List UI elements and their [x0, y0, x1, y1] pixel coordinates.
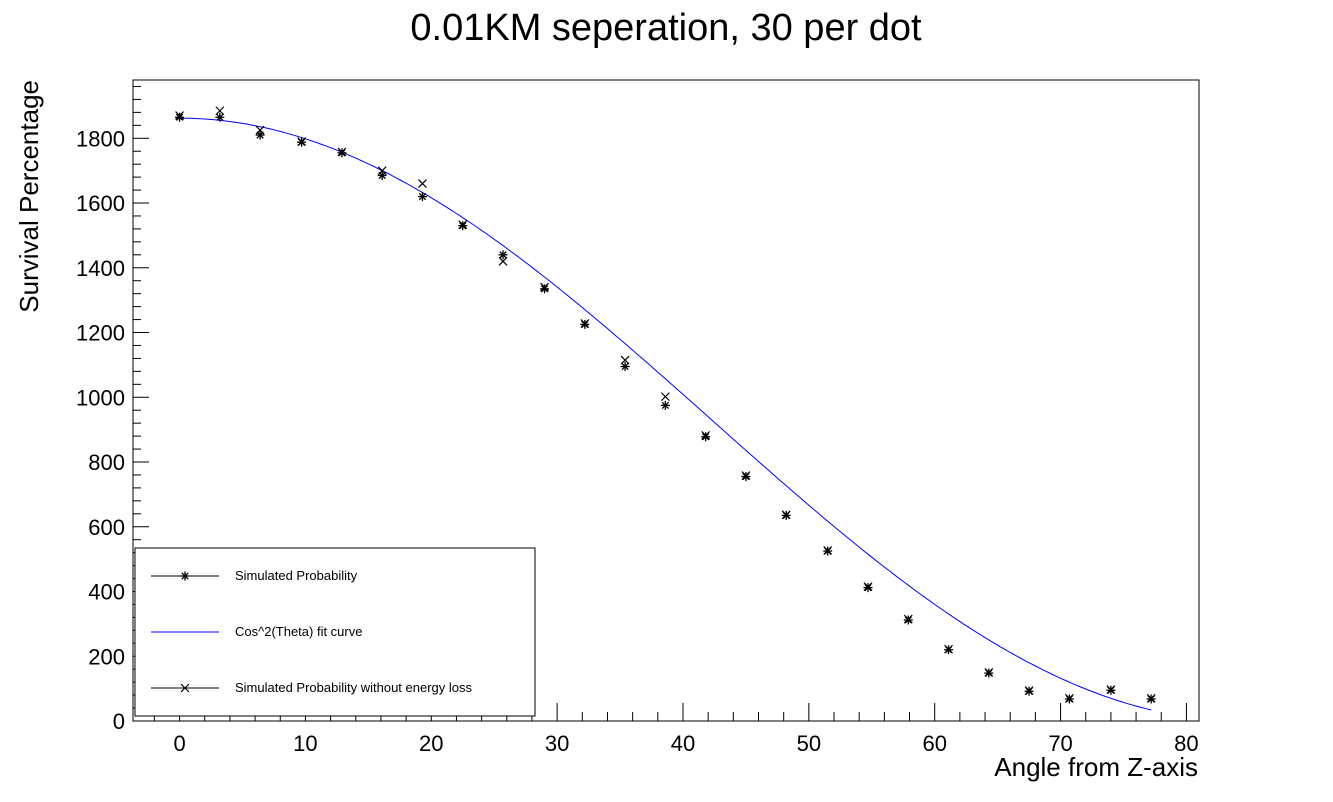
x-tick-label: 10 — [293, 731, 317, 756]
y-tick-label: 400 — [88, 580, 125, 605]
simulated-point — [1146, 694, 1156, 704]
x-tick-label: 60 — [922, 731, 946, 756]
no-energy-loss-point — [620, 355, 630, 365]
y-tick-label: 1400 — [76, 256, 125, 281]
simulated-point — [701, 432, 711, 442]
y-axis-label: Survival Percentage — [14, 80, 44, 313]
x-axis-label: Angle from Z-axis — [994, 752, 1198, 782]
simulated-point — [741, 472, 751, 482]
x-tick-label: 50 — [797, 731, 821, 756]
legend-label-no-energy-loss: Simulated Probability without energy los… — [235, 680, 473, 695]
legend-label-simulated: Simulated Probability — [235, 568, 358, 583]
simulated-point — [1064, 694, 1074, 704]
x-tick-label: 30 — [545, 731, 569, 756]
simulated-point — [417, 192, 427, 202]
simulated-point — [255, 130, 265, 140]
simulated-point — [580, 319, 590, 329]
y-tick-label: 1600 — [76, 191, 125, 216]
simulated-point — [823, 546, 833, 556]
y-tick-label: 0 — [113, 709, 125, 734]
simulated-point — [903, 615, 913, 625]
legend-star-marker — [180, 571, 190, 581]
simulated-point — [781, 510, 791, 520]
simulated-point — [540, 284, 550, 294]
plot-area: 0 10 20 30 40 50 60 70 8002004006008001000120014… — [76, 79, 1200, 756]
x-tick-label: 40 — [671, 731, 695, 756]
simulated-point — [377, 171, 387, 181]
simulated-point — [660, 400, 670, 410]
no-energy-loss-point — [215, 106, 225, 116]
simulated-point — [944, 645, 954, 655]
simulated-point — [458, 221, 468, 231]
plot-frame — [132, 79, 1200, 722]
legend-label-fit: Cos^2(Theta) fit curve — [235, 624, 362, 639]
chart-title: 0.01KM seperation, 30 per dot — [410, 7, 922, 49]
simulated-point — [215, 112, 225, 122]
x-tick-label: 0 — [173, 731, 185, 756]
simulated-point — [863, 583, 873, 593]
simulated-point — [297, 137, 307, 147]
y-tick-label: 1200 — [76, 321, 125, 346]
simulated-point — [498, 250, 508, 260]
no-energy-loss-point — [418, 179, 427, 189]
simulated-point — [984, 668, 994, 678]
simulated-point — [1106, 685, 1116, 695]
simulated-point — [337, 148, 347, 158]
y-tick-label: 800 — [88, 450, 125, 475]
no-energy-loss-point — [660, 392, 670, 402]
x-tick-label: 70 — [1048, 731, 1072, 756]
no-energy-loss-point — [498, 256, 508, 266]
simulated-point — [1024, 686, 1034, 696]
legend: Simulated Probability Cos^2(Theta) fit c… — [134, 547, 536, 717]
x-tick-label: 20 — [419, 731, 443, 756]
simulated-point — [620, 362, 630, 372]
x-tick-label: 80 — [1174, 731, 1198, 756]
simulated-point — [175, 112, 185, 122]
y-tick-label: 1800 — [76, 126, 125, 151]
y-tick-label: 200 — [88, 644, 125, 669]
y-tick-label: 600 — [88, 515, 125, 540]
legend-x-marker — [180, 683, 190, 693]
y-tick-label: 1000 — [76, 385, 125, 410]
